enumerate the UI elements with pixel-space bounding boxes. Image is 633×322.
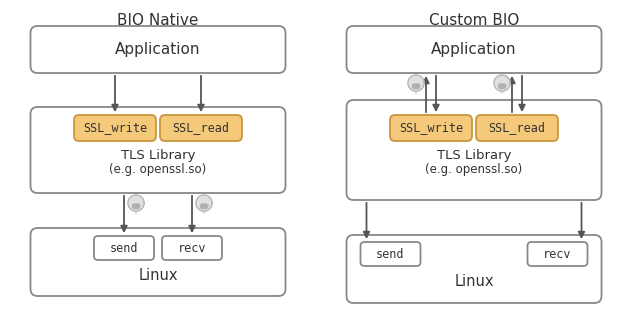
Polygon shape <box>494 75 510 91</box>
Text: (e.g. openssl.so): (e.g. openssl.so) <box>425 163 523 176</box>
Polygon shape <box>128 195 144 211</box>
Text: Application: Application <box>431 42 517 57</box>
FancyBboxPatch shape <box>346 100 601 200</box>
Text: Application: Application <box>115 42 201 57</box>
FancyBboxPatch shape <box>30 107 285 193</box>
Text: SSL_read: SSL_read <box>173 121 230 135</box>
FancyBboxPatch shape <box>162 236 222 260</box>
Text: SSL_read: SSL_read <box>489 121 546 135</box>
Text: Custom BIO: Custom BIO <box>429 13 519 28</box>
FancyBboxPatch shape <box>346 235 601 303</box>
FancyBboxPatch shape <box>74 115 156 141</box>
Polygon shape <box>199 205 208 213</box>
FancyBboxPatch shape <box>476 115 558 141</box>
Polygon shape <box>132 205 141 213</box>
Polygon shape <box>196 195 212 211</box>
Text: TLS Library: TLS Library <box>121 149 195 162</box>
Text: BIO Native: BIO Native <box>117 13 199 28</box>
FancyBboxPatch shape <box>527 242 587 266</box>
FancyBboxPatch shape <box>390 115 472 141</box>
FancyBboxPatch shape <box>361 242 420 266</box>
FancyBboxPatch shape <box>94 236 154 260</box>
Polygon shape <box>498 86 506 94</box>
Text: TLS Library: TLS Library <box>437 149 511 162</box>
Text: recv: recv <box>178 242 206 254</box>
FancyBboxPatch shape <box>133 204 139 209</box>
Text: Linux: Linux <box>138 268 178 283</box>
FancyBboxPatch shape <box>499 84 505 89</box>
Text: recv: recv <box>543 248 572 260</box>
FancyBboxPatch shape <box>201 204 208 209</box>
Text: send: send <box>110 242 138 254</box>
Text: send: send <box>376 248 404 260</box>
FancyBboxPatch shape <box>413 84 419 89</box>
FancyBboxPatch shape <box>346 26 601 73</box>
Text: (e.g. openssl.so): (e.g. openssl.so) <box>110 163 206 176</box>
FancyBboxPatch shape <box>160 115 242 141</box>
Text: Linux: Linux <box>454 274 494 289</box>
Polygon shape <box>408 75 424 91</box>
FancyBboxPatch shape <box>30 26 285 73</box>
FancyBboxPatch shape <box>30 228 285 296</box>
Text: SSL_write: SSL_write <box>83 121 147 135</box>
Text: SSL_write: SSL_write <box>399 121 463 135</box>
Polygon shape <box>411 86 420 94</box>
